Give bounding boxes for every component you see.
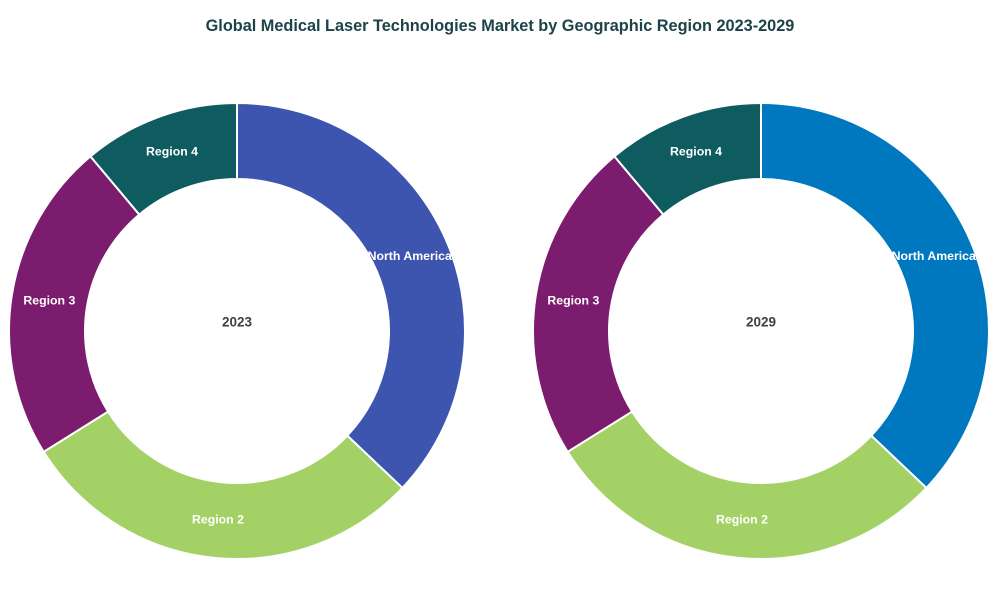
svg-text:2023: 2023 — [222, 315, 253, 330]
svg-text:Region 3: Region 3 — [23, 294, 75, 308]
svg-text:2029: 2029 — [746, 315, 776, 330]
svg-text:Region 2: Region 2 — [716, 512, 768, 526]
svg-text:North America: North America — [892, 249, 976, 263]
svg-text:Region 2: Region 2 — [192, 512, 244, 526]
svg-text:North America: North America — [368, 249, 452, 263]
svg-text:Region 3: Region 3 — [547, 294, 599, 308]
svg-text:Region 4: Region 4 — [670, 145, 722, 159]
svg-text:Region 4: Region 4 — [146, 145, 198, 159]
